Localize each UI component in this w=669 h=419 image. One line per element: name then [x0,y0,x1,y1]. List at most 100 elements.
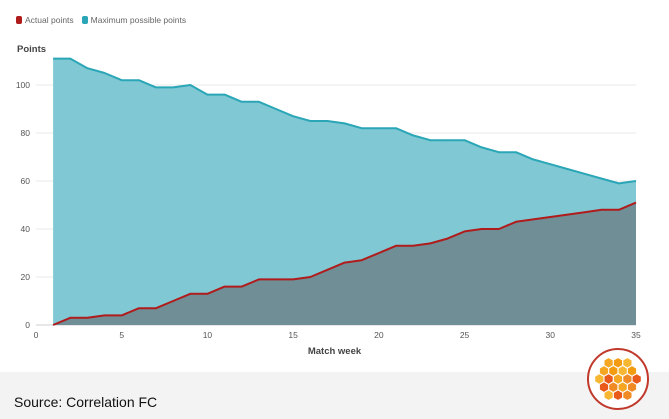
data-point-actual-week-29 [532,218,534,220]
series-line-maximum [53,57,637,185]
data-point-actual-week-12 [241,286,243,288]
area-layer [52,57,637,326]
data-point-maximum-week-30 [549,163,551,165]
data-point-maximum-week-35 [635,180,637,182]
data-point-actual-week-21 [395,245,397,247]
data-point-actual-week-9 [189,293,191,295]
x-tick-label-10: 10 [203,330,213,340]
y-tick-label-60: 60 [21,176,31,186]
data-point-actual-week-18 [344,262,346,264]
legend-item-actual[interactable]: Actual points [16,15,74,25]
data-point-actual-week-17 [326,269,328,271]
data-point-actual-week-33 [601,209,603,211]
data-point-maximum-week-19 [361,127,363,129]
logo-hex [622,357,633,369]
logo-hex [613,389,623,401]
data-point-actual-week-20 [378,252,380,254]
data-point-actual-week-34 [618,209,620,211]
data-point-actual-week-10 [206,293,208,295]
data-point-maximum-week-32 [584,173,586,175]
y-tick-label-20: 20 [21,272,31,282]
data-point-actual-week-22 [412,245,414,247]
series-line-actual [52,201,637,326]
data-point-actual-week-3 [86,317,88,319]
data-point-actual-week-24 [446,238,448,240]
logo-hex [613,357,623,369]
data-point-maximum-week-24 [446,139,448,141]
data-point-actual-week-27 [498,228,500,230]
data-point-maximum-week-4 [104,72,106,74]
data-point-maximum-week-27 [498,151,500,153]
data-point-maximum-week-23 [429,139,431,141]
data-point-maximum-week-13 [258,101,260,103]
data-point-maximum-week-9 [189,84,191,86]
data-point-actual-week-31 [566,214,568,216]
data-point-maximum-week-6 [138,79,140,81]
y-tick-label-80: 80 [21,128,31,138]
data-point-actual-week-35 [635,202,637,204]
legend-label-actual: Actual points [25,15,74,25]
data-point-maximum-week-14 [275,108,277,110]
plot-area: 0 20 40 60 80 100 0 5 10 15 20 25 30 35 [16,57,641,340]
tick-layer: 0 20 40 60 80 100 0 5 10 15 20 25 30 35 [16,80,641,340]
data-point-maximum-week-2 [69,58,71,60]
data-point-maximum-week-12 [241,101,243,103]
x-tick-label-0: 0 [34,330,39,340]
data-point-maximum-week-15 [292,115,294,117]
data-point-actual-week-11 [224,286,226,288]
data-point-maximum-week-8 [172,86,174,88]
data-point-maximum-week-10 [206,94,208,96]
logo-hex [603,357,614,369]
chart-card: Actual points Maximum possible points Po… [0,0,669,372]
legend-swatch-maximum [81,16,88,24]
data-point-maximum-week-34 [618,182,620,184]
data-point-maximum-week-17 [326,120,328,122]
data-point-actual-week-5 [121,314,123,316]
data-point-maximum-week-33 [601,178,603,180]
logo-hex [622,389,633,401]
data-point-actual-week-23 [429,242,431,244]
data-point-actual-week-30 [549,216,551,218]
logo-hex [603,389,614,401]
data-point-actual-week-6 [138,307,140,309]
y-axis-title: Points [17,44,47,55]
data-point-maximum-week-11 [224,94,226,96]
x-axis-title: Match week [307,346,362,357]
data-point-actual-week-16 [309,276,311,278]
data-point-actual-week-7 [155,307,157,309]
data-point-maximum-week-7 [155,86,157,88]
x-tick-label-30: 30 [546,330,556,340]
data-point-maximum-week-31 [566,168,568,170]
data-point-maximum-week-29 [532,158,534,160]
data-point-maximum-week-1 [52,58,54,60]
source-caption: Source: Correlation FC [14,394,158,410]
data-point-actual-week-1 [52,324,54,326]
data-point-maximum-week-28 [515,151,517,153]
data-point-actual-week-8 [172,300,174,302]
data-point-actual-week-15 [292,278,294,280]
data-point-actual-week-32 [584,211,586,213]
legend-swatch-actual [16,16,22,24]
legend-item-maximum[interactable]: Maximum possible points [81,15,187,25]
x-tick-label-35: 35 [631,330,641,340]
data-point-maximum-week-18 [344,122,346,124]
data-point-maximum-week-20 [378,127,380,129]
correlation-fc-logo [587,348,649,410]
data-point-maximum-week-3 [86,67,88,69]
data-point-actual-week-28 [515,221,517,223]
data-point-maximum-week-26 [481,146,483,148]
data-point-actual-week-19 [361,259,363,261]
x-tick-label-20: 20 [374,330,384,340]
legend: Actual points Maximum possible points [16,15,186,25]
x-tick-label-5: 5 [119,330,124,340]
x-tick-label-15: 15 [288,330,298,340]
data-point-actual-week-14 [275,278,277,280]
data-point-actual-week-26 [481,228,483,230]
y-tick-label-0: 0 [25,320,30,330]
data-point-maximum-week-16 [309,120,311,122]
data-point-maximum-week-22 [412,134,414,136]
data-point-actual-week-2 [69,317,71,319]
data-point-maximum-week-25 [464,139,466,141]
legend-label-maximum: Maximum possible points [90,15,187,25]
x-tick-label-25: 25 [460,330,470,340]
